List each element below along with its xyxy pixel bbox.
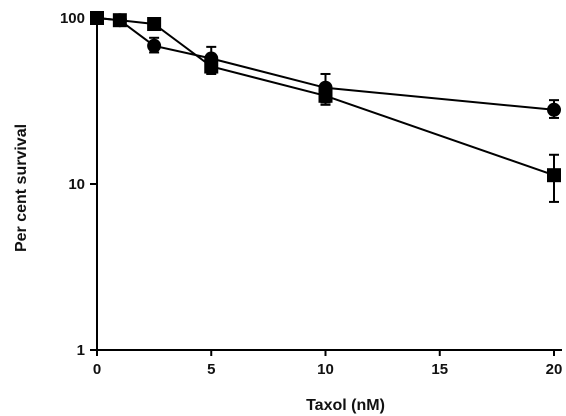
data-point-square [112, 13, 127, 28]
data-point-square [204, 59, 219, 74]
x-tick-label: 0 [93, 361, 101, 378]
y-axis-title: Per cent survival [13, 124, 30, 252]
y-tick-label: 100 [60, 10, 85, 27]
axes: 0 5 10 15 20 1 10 100 [60, 10, 562, 378]
data-point-square [147, 17, 162, 32]
data-point-square [547, 168, 561, 183]
y-tick-label: 10 [68, 176, 85, 193]
y-tick-label: 1 [77, 342, 85, 359]
x-tick-label: 15 [431, 361, 448, 378]
x-tick-label: 5 [207, 361, 215, 378]
data-point-circle [147, 38, 162, 53]
x-tick-label: 10 [317, 361, 334, 378]
series-layer [90, 11, 561, 203]
data-point-circle [547, 102, 561, 117]
series-square [90, 11, 561, 203]
data-point-square [90, 11, 104, 25]
x-tick-label: 20 [546, 361, 563, 378]
x-axis-title: Taxol (nM) [306, 397, 385, 414]
data-point-square [318, 88, 333, 103]
